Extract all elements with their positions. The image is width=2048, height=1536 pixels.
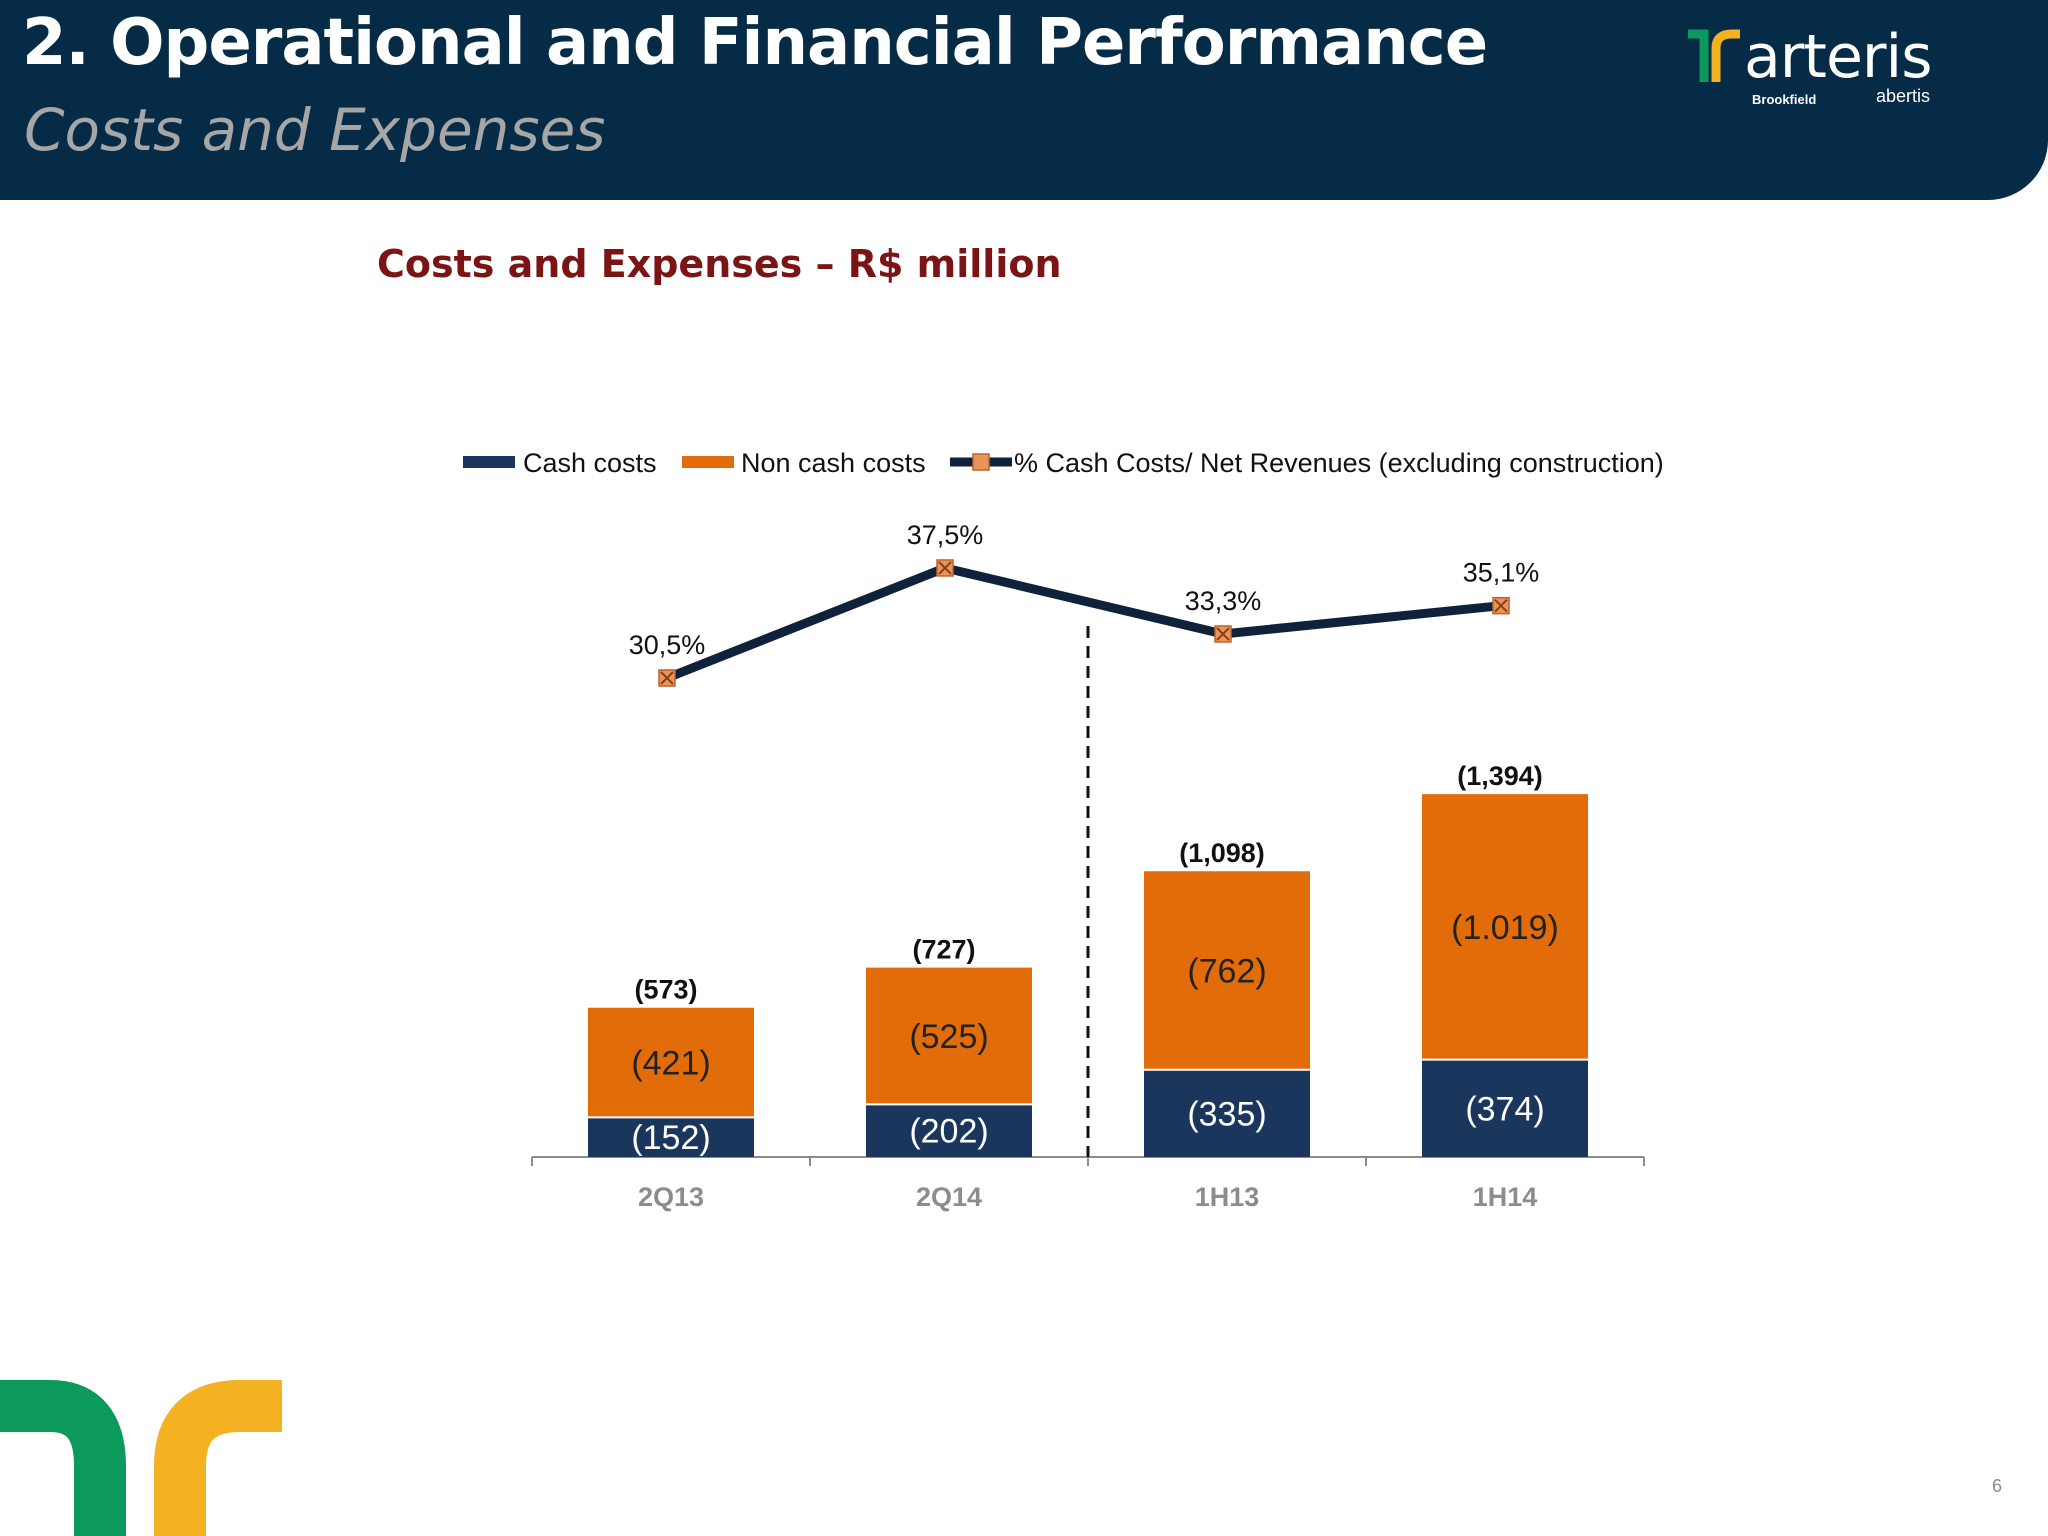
line-marker-cross: [938, 561, 952, 575]
x-tick-label: 2Q13: [638, 1182, 704, 1212]
logo-wordmark: arteris: [1744, 22, 1932, 92]
data-label-non-cash: (525): [909, 1018, 988, 1056]
chart-title: Costs and Expenses – R$ million: [377, 242, 1062, 286]
line-cash-costs-ratio: [665, 563, 1502, 683]
data-label-total: (573): [634, 975, 697, 1005]
logo-abertis: abertis: [1876, 86, 1931, 106]
x-tick-label: 2Q14: [916, 1182, 982, 1212]
data-label-total: (1,394): [1457, 761, 1543, 791]
data-label-total: (727): [912, 935, 975, 965]
bar-non-cash-costs: [866, 967, 1032, 1105]
legend-swatch-cash-costs: [463, 456, 515, 468]
data-label-cash: (152): [631, 1119, 710, 1157]
line-marker-cross: [1216, 627, 1230, 641]
data-label-ratio: 37,5%: [907, 520, 984, 550]
page-subtitle: Costs and Expenses: [24, 96, 606, 164]
line-marker-cross: [660, 671, 674, 685]
x-tick-label: 1H13: [1195, 1182, 1260, 1212]
legend-swatch-non-cash-costs: [682, 456, 734, 468]
data-label-cash: (374): [1465, 1090, 1544, 1128]
legend-label-ratio: % Cash Costs/ Net Revenues (excluding co…: [1014, 448, 1664, 478]
arteris-mark-icon: [1688, 29, 1740, 82]
page-title: 2. Operational and Financial Performance: [22, 6, 1488, 80]
data-label-cash: (335): [1187, 1095, 1266, 1133]
data-label-non-cash: (421): [631, 1045, 710, 1083]
arteris-logo: arteris Brookfield abertis: [1686, 22, 1946, 122]
bar-cash-costs: [1422, 1059, 1588, 1157]
line-marker-cross: [1494, 598, 1508, 613]
data-label-cash: (202): [909, 1113, 988, 1151]
data-label-ratio: 30,5%: [629, 630, 706, 660]
data-label-ratio: 33,3%: [1185, 586, 1262, 616]
data-label-non-cash: (762): [1187, 952, 1266, 990]
bar-cash-costs: [588, 1117, 754, 1157]
legend-swatch-ratio-marker: [972, 453, 990, 471]
logo-brookfield: Brookfield: [1752, 92, 1817, 107]
bar-non-cash-costs: [1422, 794, 1588, 1060]
page-number: 6: [1992, 1476, 2003, 1496]
legend-label-cash-costs: Cash costs: [523, 448, 657, 478]
bar-non-cash-costs: [588, 1007, 754, 1118]
bar-non-cash-costs: [1144, 871, 1310, 1070]
data-label-non-cash: (1.019): [1451, 909, 1559, 947]
header-bar: 2. Operational and Financial Performance…: [0, 0, 2048, 200]
data-label-ratio: 35,1%: [1463, 558, 1540, 588]
arteris-watermark-icon: [0, 1380, 282, 1536]
legend-label-non-cash-costs: Non cash costs: [741, 448, 926, 478]
data-label-total: (1,098): [1179, 838, 1265, 868]
x-tick-label: 1H14: [1473, 1182, 1538, 1212]
bar-cash-costs: [1144, 1069, 1310, 1157]
bar-cash-costs: [866, 1104, 1032, 1157]
